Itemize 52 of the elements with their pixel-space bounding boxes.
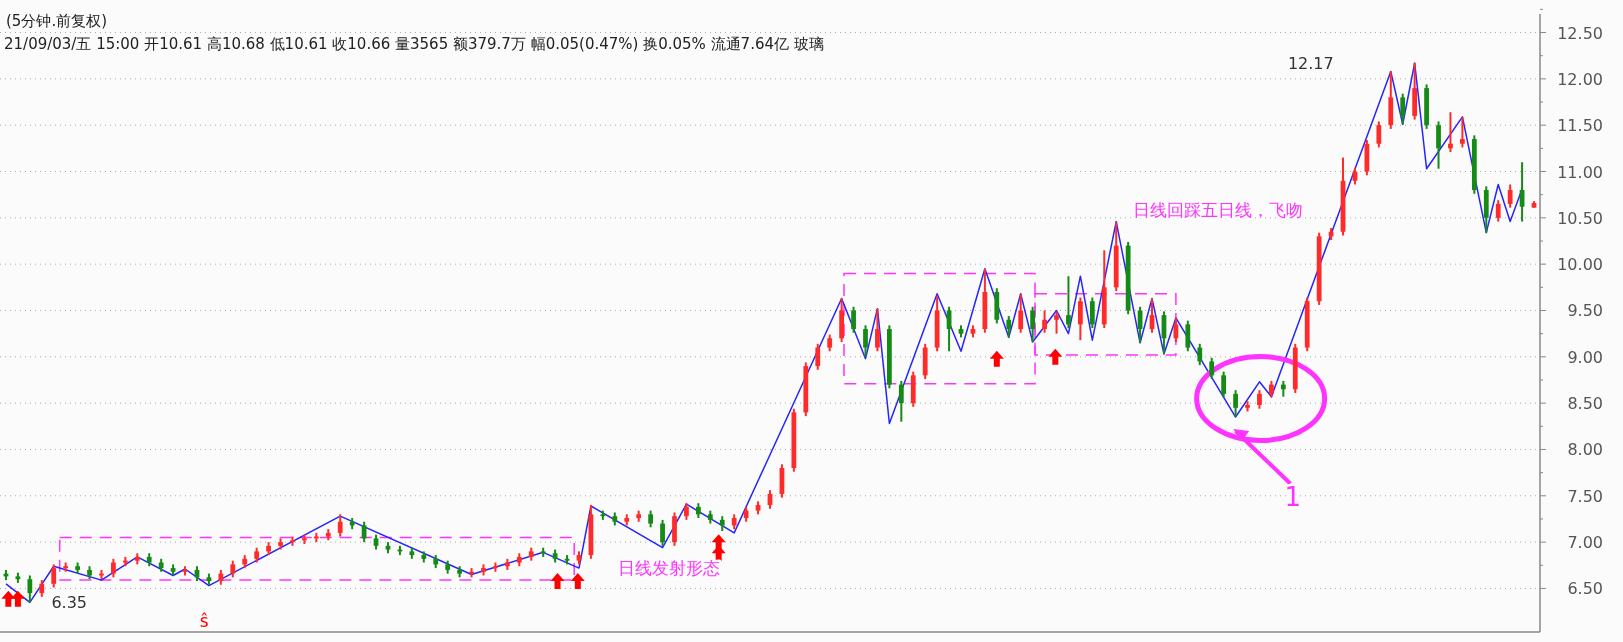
annotation: 日线发射形态 xyxy=(617,558,720,579)
candlestick xyxy=(1436,120,1441,170)
candlestick xyxy=(51,563,57,589)
candlestick xyxy=(660,518,665,547)
y-tick-label: 6.50 xyxy=(1567,579,1603,599)
y-tick-label: 11.50 xyxy=(1557,116,1603,136)
candlestick xyxy=(1030,305,1036,343)
candlestick xyxy=(111,557,116,579)
y-tick-label: 7.50 xyxy=(1567,486,1603,506)
candlestick xyxy=(1495,199,1501,223)
y-tick-label: 12.00 xyxy=(1557,69,1603,89)
y-tick-label: 10.00 xyxy=(1557,255,1603,275)
y-tick-label: 11.00 xyxy=(1557,162,1603,182)
candlestick xyxy=(1507,183,1513,209)
candlestick xyxy=(337,513,343,538)
candlestick xyxy=(1018,292,1024,334)
annotation: ŝ xyxy=(199,610,209,631)
candlestick xyxy=(27,574,33,604)
y-tick-label: 9.00 xyxy=(1567,347,1603,367)
candlestick xyxy=(1006,315,1012,339)
y-tick-label: 9.50 xyxy=(1567,301,1603,321)
candlestick xyxy=(1054,310,1059,335)
candlestick xyxy=(1400,92,1406,126)
candlestick xyxy=(1448,111,1453,154)
candlestick xyxy=(1197,342,1203,367)
candlestick xyxy=(1209,356,1215,381)
candlestick xyxy=(1089,296,1095,330)
annotation: 1 xyxy=(1284,482,1302,513)
candlestick xyxy=(1460,115,1465,149)
candlestick xyxy=(1257,389,1262,410)
annotation: 日线回踩五日线，飞吻 xyxy=(1132,200,1303,221)
y-tick-label: 8.00 xyxy=(1567,440,1603,460)
candlestick xyxy=(1066,275,1071,330)
candlestick xyxy=(1185,319,1191,353)
y-tick-label: 12.50 xyxy=(1557,23,1603,43)
candlestick xyxy=(875,307,880,353)
candlestick xyxy=(1221,370,1227,399)
candlestick xyxy=(1233,389,1238,419)
text: 21/09/03/五 15:00 开10.61 高10.68 低10.61 收10.66 量3565 额379.7万 幅0.05(0.47%) 换0.05% 流通7.64亿 玻璃 xyxy=(4,35,824,53)
y-tick-label: 8.50 xyxy=(1567,394,1603,414)
candlestick xyxy=(1376,120,1382,149)
chart-title: (5分钟.前复权) xyxy=(6,12,108,30)
annotation: 6.35 xyxy=(51,593,88,613)
candlestick xyxy=(1078,296,1083,342)
candlestick xyxy=(851,305,856,334)
y-tick-label: 10.50 xyxy=(1557,208,1603,228)
annotation: 12.17 xyxy=(1287,54,1334,74)
candlestick xyxy=(898,379,904,423)
candlestick xyxy=(815,342,821,371)
candlestick xyxy=(1042,309,1047,334)
candlestick xyxy=(863,324,868,358)
y-tick-label: 7.00 xyxy=(1567,533,1603,553)
